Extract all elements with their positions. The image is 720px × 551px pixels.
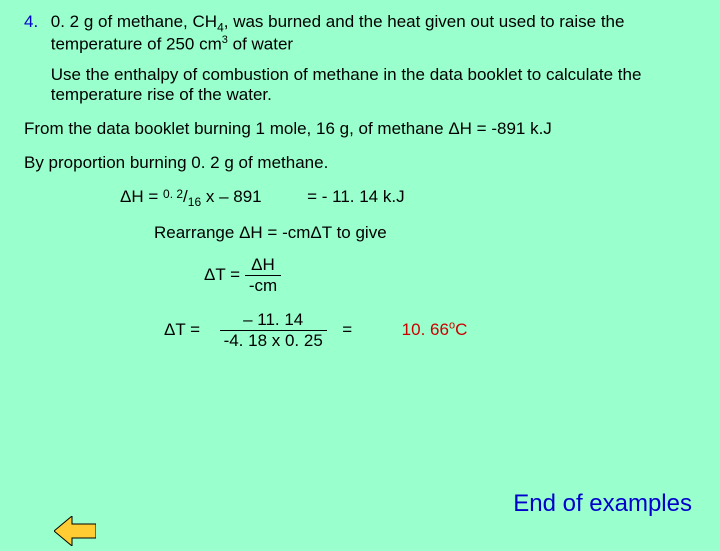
p1-b: H = -891 k.J <box>460 119 552 138</box>
dt-eq-2: T = <box>175 320 200 339</box>
dt-eq-1: T = <box>215 265 240 284</box>
delta-6: Δ <box>164 320 175 339</box>
delta-3: Δ <box>239 223 250 242</box>
end-of-examples: End of examples <box>513 490 692 518</box>
dt-equation-2: ΔT = – 11. 14 -4. 18 x 0. 25 = 10. 66oC <box>164 310 696 351</box>
dh-mid: x – 891 <box>201 187 262 206</box>
fraction-dh-cm: ΔH -cm <box>245 255 281 296</box>
frac-top-dh: ΔH <box>245 255 281 276</box>
answer-value: 10. 66oC <box>402 320 468 339</box>
dt-equation-1: ΔT = ΔH -cm <box>204 255 696 296</box>
question-number: 4. <box>24 12 46 32</box>
proportion-line: By proportion burning 0. 2 g of methane. <box>24 153 696 173</box>
delta-5: Δ <box>204 265 215 284</box>
rearr-b: H = -cm <box>250 223 310 242</box>
delta-frac: Δ <box>251 255 262 274</box>
delta-1: Δ <box>448 119 459 138</box>
small-frac-bot: 16 <box>188 195 201 209</box>
p1-a: From the data booklet burning 1 mole, 16… <box>24 119 448 138</box>
dh-eq-label: H = <box>131 187 163 206</box>
answer-num: 10. 66 <box>402 320 449 339</box>
q-part-c: of water <box>228 35 293 54</box>
rearr-c: T to give <box>322 223 387 242</box>
rearrange-line: Rearrange ΔH = -cmΔT to give <box>154 223 696 243</box>
equals-sign: = <box>342 320 352 339</box>
dh-equation: ΔH = 0. 2/16 x – 891 = - 11. 14 k.J <box>120 187 696 209</box>
answer-unit: C <box>455 320 467 339</box>
question-text: 0. 2 g of methane, CH4, was burned and t… <box>51 12 671 105</box>
question-block: 4. 0. 2 g of methane, CH4, was burned an… <box>24 12 696 105</box>
frac2-top: – 11. 14 <box>220 310 327 331</box>
rearr-a: Rearrange <box>154 223 239 242</box>
back-arrow-icon <box>54 516 96 546</box>
small-frac-top: 0. 2 <box>163 187 183 201</box>
data-booklet-line: From the data booklet burning 1 mole, 16… <box>24 119 696 139</box>
delta-4: Δ <box>310 223 321 242</box>
dh-result: = - 11. 14 k.J <box>307 187 404 206</box>
question-instruction: Use the enthalpy of combustion of methan… <box>51 65 642 104</box>
slide-content: 4. 0. 2 g of methane, CH4, was burned an… <box>0 0 720 351</box>
frac-bot-cm: -cm <box>245 276 281 296</box>
frac2-bot: -4. 18 x 0. 25 <box>220 331 327 351</box>
subscript-4: 4 <box>217 20 224 34</box>
fraction-numeric: – 11. 14 -4. 18 x 0. 25 <box>220 310 327 351</box>
frac-h: H <box>263 255 275 274</box>
q-part-a: 0. 2 g of methane, CH <box>51 12 217 31</box>
delta-2: Δ <box>120 187 131 206</box>
